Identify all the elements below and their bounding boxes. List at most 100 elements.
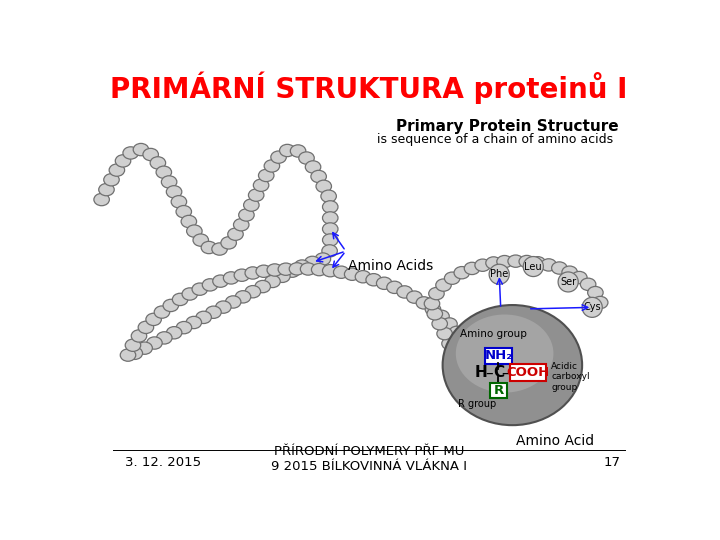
Ellipse shape — [212, 275, 228, 287]
Ellipse shape — [588, 286, 603, 299]
Ellipse shape — [469, 388, 485, 400]
Ellipse shape — [489, 264, 509, 284]
Ellipse shape — [137, 342, 153, 354]
Ellipse shape — [223, 272, 239, 284]
Text: Amino Acid: Amino Acid — [516, 434, 594, 448]
Ellipse shape — [456, 367, 472, 380]
Ellipse shape — [558, 272, 578, 292]
Ellipse shape — [94, 193, 109, 206]
Ellipse shape — [355, 271, 371, 283]
Ellipse shape — [104, 173, 120, 186]
Ellipse shape — [461, 345, 477, 357]
Ellipse shape — [154, 306, 170, 318]
Ellipse shape — [305, 161, 321, 173]
Ellipse shape — [323, 223, 338, 235]
Ellipse shape — [449, 326, 464, 339]
Ellipse shape — [156, 332, 172, 344]
Ellipse shape — [426, 303, 441, 315]
Ellipse shape — [172, 293, 188, 306]
Text: Leu: Leu — [524, 261, 542, 272]
Ellipse shape — [562, 266, 577, 278]
Ellipse shape — [424, 298, 440, 310]
Ellipse shape — [196, 311, 212, 323]
Ellipse shape — [225, 296, 241, 308]
Text: Primary Protein Structure: Primary Protein Structure — [396, 119, 618, 134]
Ellipse shape — [454, 267, 469, 279]
Ellipse shape — [99, 184, 114, 196]
Ellipse shape — [462, 377, 477, 389]
Ellipse shape — [186, 316, 202, 329]
Ellipse shape — [437, 327, 452, 340]
Ellipse shape — [255, 280, 271, 293]
Ellipse shape — [322, 245, 338, 257]
FancyBboxPatch shape — [510, 364, 546, 381]
Ellipse shape — [193, 234, 209, 246]
Text: R: R — [493, 384, 503, 397]
Ellipse shape — [465, 355, 481, 367]
Text: 17: 17 — [604, 456, 621, 469]
Ellipse shape — [202, 279, 217, 291]
Ellipse shape — [497, 255, 513, 268]
Ellipse shape — [468, 366, 484, 378]
Ellipse shape — [300, 263, 316, 275]
Ellipse shape — [312, 264, 327, 276]
Ellipse shape — [264, 160, 279, 172]
Ellipse shape — [127, 347, 143, 360]
Ellipse shape — [593, 296, 608, 309]
Ellipse shape — [186, 225, 202, 237]
Ellipse shape — [333, 266, 349, 278]
Ellipse shape — [552, 262, 567, 274]
Ellipse shape — [289, 262, 305, 275]
Text: C: C — [493, 365, 504, 380]
Ellipse shape — [138, 321, 153, 334]
Ellipse shape — [572, 272, 587, 284]
Ellipse shape — [299, 152, 314, 164]
Ellipse shape — [146, 313, 161, 326]
Ellipse shape — [181, 215, 197, 228]
Ellipse shape — [377, 277, 392, 289]
Ellipse shape — [278, 263, 294, 275]
Ellipse shape — [444, 272, 460, 285]
Ellipse shape — [432, 318, 447, 330]
Ellipse shape — [274, 270, 290, 282]
Ellipse shape — [486, 257, 501, 269]
Ellipse shape — [156, 166, 171, 178]
Text: Cys: Cys — [583, 302, 601, 312]
Ellipse shape — [163, 299, 179, 312]
Text: Amino group: Amino group — [459, 329, 526, 339]
Ellipse shape — [294, 260, 310, 272]
FancyBboxPatch shape — [490, 383, 507, 398]
Ellipse shape — [427, 308, 443, 320]
Ellipse shape — [580, 278, 596, 291]
FancyBboxPatch shape — [485, 348, 512, 363]
Ellipse shape — [171, 195, 186, 208]
Text: H: H — [475, 365, 487, 380]
Ellipse shape — [323, 265, 338, 277]
Text: Ser: Ser — [560, 277, 576, 287]
Ellipse shape — [182, 288, 197, 300]
Ellipse shape — [523, 256, 544, 276]
Ellipse shape — [397, 286, 413, 298]
Ellipse shape — [323, 234, 338, 246]
Ellipse shape — [228, 228, 243, 240]
Ellipse shape — [239, 209, 254, 221]
Ellipse shape — [467, 387, 482, 399]
Ellipse shape — [131, 330, 147, 342]
Ellipse shape — [344, 268, 360, 280]
Ellipse shape — [125, 339, 140, 352]
Ellipse shape — [243, 199, 259, 211]
Ellipse shape — [323, 212, 338, 224]
Text: NH₂: NH₂ — [485, 349, 513, 362]
Ellipse shape — [120, 349, 136, 361]
Ellipse shape — [407, 291, 422, 303]
Ellipse shape — [530, 256, 546, 269]
Ellipse shape — [234, 269, 250, 281]
Ellipse shape — [469, 376, 485, 389]
Text: is sequence of a chain of amino acids: is sequence of a chain of amino acids — [377, 133, 613, 146]
Ellipse shape — [235, 291, 251, 303]
Ellipse shape — [464, 262, 480, 274]
Ellipse shape — [582, 298, 602, 318]
Ellipse shape — [290, 145, 306, 157]
Ellipse shape — [519, 255, 534, 268]
Ellipse shape — [305, 256, 320, 268]
